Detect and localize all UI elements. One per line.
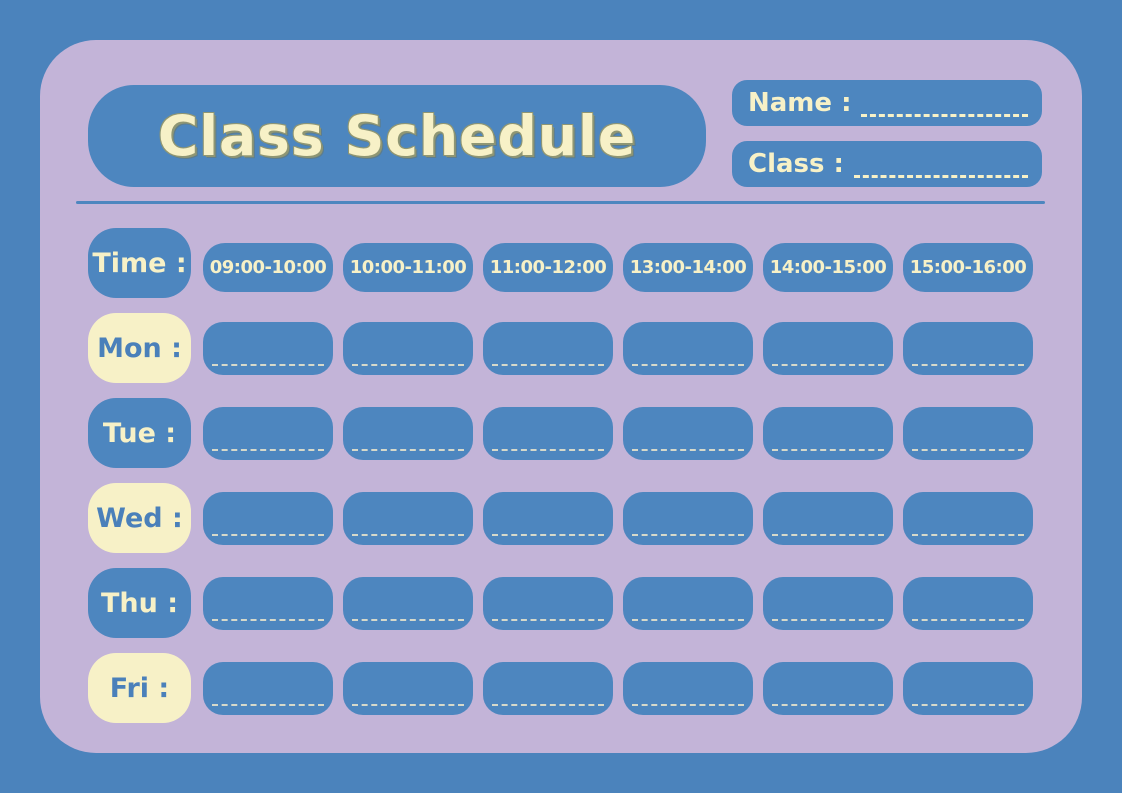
name-write-line[interactable] bbox=[861, 114, 1028, 117]
schedule-cell[interactable] bbox=[763, 577, 893, 630]
schedule-cell[interactable] bbox=[483, 407, 613, 460]
write-in-line bbox=[632, 364, 744, 366]
write-in-line bbox=[212, 449, 324, 451]
schedule-cell[interactable] bbox=[623, 492, 753, 545]
schedule-cell[interactable] bbox=[763, 322, 893, 375]
write-in-line bbox=[492, 619, 604, 621]
write-in-line bbox=[492, 449, 604, 451]
write-in-line bbox=[772, 364, 884, 366]
day-cells-mon bbox=[203, 313, 1033, 383]
time-slot: 10:00-11:00 bbox=[343, 243, 473, 292]
write-in-line bbox=[632, 619, 744, 621]
schedule-card: Class Schedule Name : Class : Time : 09:… bbox=[40, 40, 1082, 753]
schedule-cell[interactable] bbox=[903, 662, 1033, 715]
schedule-cell[interactable] bbox=[343, 577, 473, 630]
day-row-thu: Thu : bbox=[40, 568, 1082, 638]
schedule-cell[interactable] bbox=[343, 662, 473, 715]
schedule-cell[interactable] bbox=[203, 407, 333, 460]
write-in-line bbox=[212, 364, 324, 366]
time-slot: 13:00-14:00 bbox=[623, 243, 753, 292]
day-row-fri: Fri : bbox=[40, 653, 1082, 723]
day-cells-wed bbox=[203, 483, 1033, 553]
write-in-line bbox=[912, 364, 1024, 366]
write-in-line bbox=[772, 534, 884, 536]
schedule-cell[interactable] bbox=[903, 492, 1033, 545]
write-in-line bbox=[912, 449, 1024, 451]
schedule-cell[interactable] bbox=[763, 407, 893, 460]
write-in-line bbox=[772, 619, 884, 621]
write-in-line bbox=[632, 534, 744, 536]
day-row-mon: Mon : bbox=[40, 313, 1082, 383]
write-in-line bbox=[352, 619, 464, 621]
day-row-tue: Tue : bbox=[40, 398, 1082, 468]
day-cells-tue bbox=[203, 398, 1033, 468]
schedule-cell[interactable] bbox=[203, 662, 333, 715]
schedule-cell[interactable] bbox=[623, 662, 753, 715]
schedule-cell[interactable] bbox=[203, 492, 333, 545]
schedule-cell[interactable] bbox=[763, 662, 893, 715]
schedule-cell[interactable] bbox=[483, 322, 613, 375]
day-row-wed: Wed : bbox=[40, 483, 1082, 553]
day-label-thu: Thu : bbox=[88, 568, 191, 638]
day-cells-fri bbox=[203, 653, 1033, 723]
write-in-line bbox=[492, 704, 604, 706]
schedule-cell[interactable] bbox=[623, 407, 753, 460]
class-label: Class : bbox=[748, 149, 844, 179]
write-in-line bbox=[912, 704, 1024, 706]
schedule-cell[interactable] bbox=[903, 407, 1033, 460]
schedule-cell[interactable] bbox=[203, 322, 333, 375]
write-in-line bbox=[632, 449, 744, 451]
write-in-line bbox=[352, 534, 464, 536]
schedule-cell[interactable] bbox=[483, 492, 613, 545]
class-write-line[interactable] bbox=[853, 175, 1028, 178]
write-in-line bbox=[212, 534, 324, 536]
header-divider bbox=[76, 201, 1045, 204]
day-label-tue: Tue : bbox=[88, 398, 191, 468]
schedule-cell[interactable] bbox=[343, 492, 473, 545]
schedule-cell[interactable] bbox=[903, 577, 1033, 630]
schedule-cell[interactable] bbox=[903, 322, 1033, 375]
class-field: Class : bbox=[732, 141, 1042, 187]
schedule-cell[interactable] bbox=[343, 407, 473, 460]
title-box: Class Schedule bbox=[88, 85, 706, 187]
write-in-line bbox=[492, 534, 604, 536]
write-in-line bbox=[352, 704, 464, 706]
write-in-line bbox=[492, 364, 604, 366]
time-slots: 09:00-10:00 10:00-11:00 11:00-12:00 13:0… bbox=[203, 228, 1033, 298]
schedule-cell[interactable] bbox=[343, 322, 473, 375]
schedule-cell[interactable] bbox=[203, 577, 333, 630]
write-in-line bbox=[772, 704, 884, 706]
write-in-line bbox=[912, 534, 1024, 536]
write-in-line bbox=[632, 704, 744, 706]
time-slot: 14:00-15:00 bbox=[763, 243, 893, 292]
schedule-cell[interactable] bbox=[623, 322, 753, 375]
schedule-cell[interactable] bbox=[763, 492, 893, 545]
day-label-wed: Wed : bbox=[88, 483, 191, 553]
time-row: Time : 09:00-10:00 10:00-11:00 11:00-12:… bbox=[40, 228, 1082, 298]
time-slot: 09:00-10:00 bbox=[203, 243, 333, 292]
time-slot: 15:00-16:00 bbox=[903, 243, 1033, 292]
time-slot: 11:00-12:00 bbox=[483, 243, 613, 292]
day-cells-thu bbox=[203, 568, 1033, 638]
schedule-cell[interactable] bbox=[483, 577, 613, 630]
schedule-cell[interactable] bbox=[483, 662, 613, 715]
schedule-cell[interactable] bbox=[623, 577, 753, 630]
write-in-line bbox=[352, 449, 464, 451]
day-label-fri: Fri : bbox=[88, 653, 191, 723]
time-label: Time : bbox=[88, 228, 191, 298]
write-in-line bbox=[212, 704, 324, 706]
day-label-mon: Mon : bbox=[88, 313, 191, 383]
name-label: Name : bbox=[748, 88, 852, 118]
name-field: Name : bbox=[732, 80, 1042, 126]
write-in-line bbox=[912, 619, 1024, 621]
write-in-line bbox=[772, 449, 884, 451]
write-in-line bbox=[212, 619, 324, 621]
write-in-line bbox=[352, 364, 464, 366]
page-title: Class Schedule bbox=[157, 104, 637, 168]
